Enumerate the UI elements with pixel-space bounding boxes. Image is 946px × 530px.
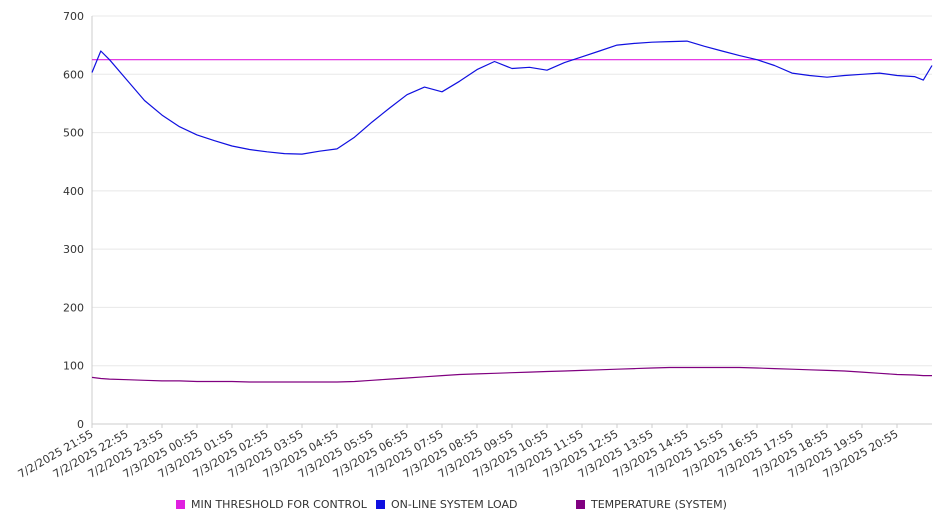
legend-swatch-system-load [376,500,385,509]
temperature-line [91,366,932,383]
y-tick-label: 0 [77,418,84,431]
system-load-line [91,40,933,155]
legend-swatch-threshold [176,500,185,509]
legend-label-temperature: TEMPERATURE (SYSTEM) [591,498,727,511]
y-tick-label: 100 [63,360,84,373]
y-tick-label: 500 [63,127,84,140]
legend-item-threshold[interactable]: MIN THRESHOLD FOR CONTROL [176,498,367,511]
y-tick-label: 600 [63,68,84,81]
legend-swatch-temperature [576,500,585,509]
legend-item-system-load[interactable]: ON-LINE SYSTEM LOAD [376,498,517,511]
legend-label-threshold: MIN THRESHOLD FOR CONTROL [191,498,367,511]
legend-item-temperature[interactable]: TEMPERATURE (SYSTEM) [576,498,727,511]
legend: MIN THRESHOLD FOR CONTROL ON-LINE SYSTEM… [0,498,946,514]
y-tick-label: 700 [63,10,84,23]
y-tick-label: 200 [63,301,84,314]
y-tick-label: 300 [63,243,84,256]
y-tick-label: 400 [63,185,84,198]
legend-label-system-load: ON-LINE SYSTEM LOAD [391,498,518,511]
